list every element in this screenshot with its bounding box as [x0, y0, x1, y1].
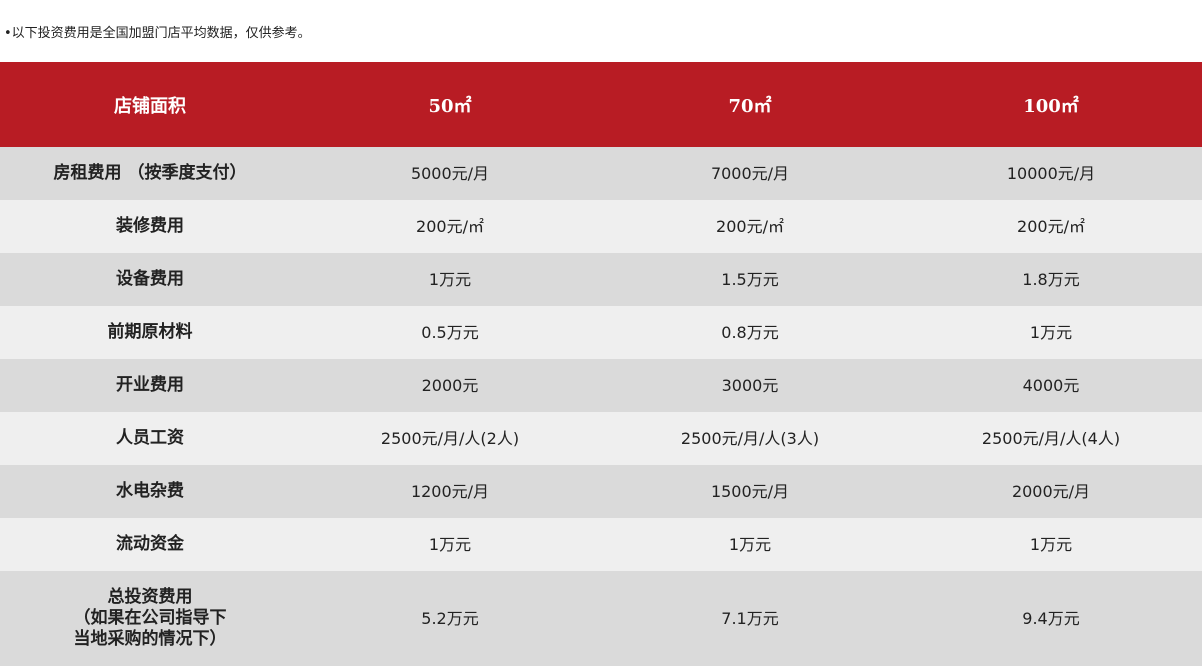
cell: 2500元/月/人(4人) [900, 412, 1202, 465]
cell: 1万元 [300, 518, 600, 571]
cell: 2500元/月/人(2人) [300, 412, 600, 465]
cost-table: 店铺面积 50㎡ 70㎡ 100㎡ 房租费用 （按季度支付） 5000元/月 7000元/… [0, 62, 1202, 666]
table-row: 装修费用 200元/㎡ 200元/㎡ 200元/㎡ [0, 200, 1202, 253]
row-label: 装修费用 [0, 200, 300, 253]
table-header: 店铺面积 50㎡ 70㎡ 100㎡ [0, 62, 1202, 147]
note: •以下投资费用是全国加盟门店平均数据，仅供参考。 [4, 26, 311, 41]
table-row: 房租费用 （按季度支付） 5000元/月 7000元/月 10000元/月 [0, 147, 1202, 200]
table-row: 流动资金 1万元 1万元 1万元 [0, 518, 1202, 571]
row-label: 房租费用 （按季度支付） [0, 147, 300, 200]
cell: 5.2万元 [300, 571, 600, 666]
cell: 0.5万元 [300, 306, 600, 359]
table-row: 总投资费用 （如果在公司指导下 当地采购的情况下） 5.2万元 7.1万元 9.4万元 [0, 571, 1202, 666]
row-label: 人员工资 [0, 412, 300, 465]
cell: 2000元 [300, 359, 600, 412]
cell: 1万元 [900, 306, 1202, 359]
cell: 2500元/月/人(3人) [600, 412, 900, 465]
cell: 7.1万元 [600, 571, 900, 666]
header-row: 店铺面积 50㎡ 70㎡ 100㎡ [0, 62, 1202, 147]
table-row: 开业费用 2000元 3000元 4000元 [0, 359, 1202, 412]
cell: 5000元/月 [300, 147, 600, 200]
header-cell: 70㎡ [600, 62, 900, 147]
cell: 0.8万元 [600, 306, 900, 359]
row-label: 水电杂费 [0, 465, 300, 518]
table-row: 前期原材料 0.5万元 0.8万元 1万元 [0, 306, 1202, 359]
cell: 4000元 [900, 359, 1202, 412]
cell: 200元/㎡ [900, 200, 1202, 253]
cell: 1万元 [900, 518, 1202, 571]
cell: 3000元 [600, 359, 900, 412]
row-label: 流动资金 [0, 518, 300, 571]
table-row: 人员工资 2500元/月/人(2人) 2500元/月/人(3人) 2500元/月/人(… [0, 412, 1202, 465]
cell: 2000元/月 [900, 465, 1202, 518]
cell: 10000元/月 [900, 147, 1202, 200]
row-label: 开业费用 [0, 359, 300, 412]
cell: 9.4万元 [900, 571, 1202, 666]
row-label: 前期原材料 [0, 306, 300, 359]
row-label: 设备费用 [0, 253, 300, 306]
cell: 200元/㎡ [300, 200, 600, 253]
cell: 1万元 [600, 518, 900, 571]
cell: 1.8万元 [900, 253, 1202, 306]
row-label: 总投资费用 （如果在公司指导下 当地采购的情况下） [0, 571, 300, 666]
cell: 200元/㎡ [600, 200, 900, 253]
header-cell: 店铺面积 [0, 62, 300, 147]
cell: 1.5万元 [600, 253, 900, 306]
cell: 7000元/月 [600, 147, 900, 200]
cell: 1200元/月 [300, 465, 600, 518]
cell: 1500元/月 [600, 465, 900, 518]
table-row: 水电杂费 1200元/月 1500元/月 2000元/月 [0, 465, 1202, 518]
header-cell: 100㎡ [900, 62, 1202, 147]
table-row: 设备费用 1万元 1.5万元 1.8万元 [0, 253, 1202, 306]
table-body: 房租费用 （按季度支付） 5000元/月 7000元/月 10000元/月 装修费用 20… [0, 147, 1202, 666]
header-cell: 50㎡ [300, 62, 600, 147]
cell: 1万元 [300, 253, 600, 306]
